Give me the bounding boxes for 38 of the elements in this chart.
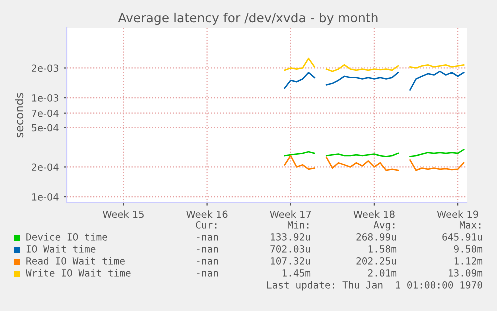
text: 702.03u [270, 245, 310, 253]
text: -nan [197, 259, 218, 265]
legend-label: Read IO Wait time [26, 257, 125, 265]
y-tick-label: 1e-03 [32, 94, 59, 102]
x-tick-label: Week 17 [270, 210, 312, 218]
text: 268.99u [356, 233, 396, 241]
text: 107.32u [271, 257, 310, 265]
text: 13.09m [449, 269, 483, 277]
y-tick-label: 1e-04 [32, 193, 59, 201]
text: Min: [288, 221, 309, 229]
y-tick-label: 2e-04 [32, 164, 59, 172]
text: 133.92u [271, 233, 310, 241]
text: 645.91u [442, 233, 482, 241]
text: Avg: [374, 222, 395, 231]
legend-label: Device IO time [26, 233, 108, 241]
x-tick-label: Week 19 [437, 210, 478, 218]
text: -nan [197, 247, 218, 253]
y-tick-label: 7e-04 [32, 110, 59, 118]
text: 1.58m [368, 245, 397, 253]
y-tick-label: 5e-04 [32, 124, 59, 132]
y-tick-label: 2e-03 [32, 64, 59, 72]
legend-label: Write IO Wait time [26, 269, 131, 277]
text: 1.45m [282, 270, 311, 277]
text: -nan [197, 235, 218, 241]
x-tick-label: Week 18 [354, 210, 395, 218]
text: Cur: [196, 221, 217, 229]
text: 202.25u [356, 257, 396, 265]
x-tick-label: Week 16 [186, 210, 228, 218]
text: Max: [460, 222, 481, 229]
text: Last update: Thu Jan 1 01:00:00 1970 [267, 281, 482, 291]
text: 2.01m [368, 269, 397, 277]
text: 1.12m [454, 257, 483, 265]
legend-label: IO Wait time [26, 245, 96, 253]
y-axis-title: seconds [15, 93, 24, 138]
x-tick-label: Week 15 [102, 210, 144, 218]
text: 9.50m [454, 245, 483, 253]
text: -nan [197, 271, 218, 277]
chart-title: Average latency for /dev/xvda - by month [118, 12, 378, 26]
